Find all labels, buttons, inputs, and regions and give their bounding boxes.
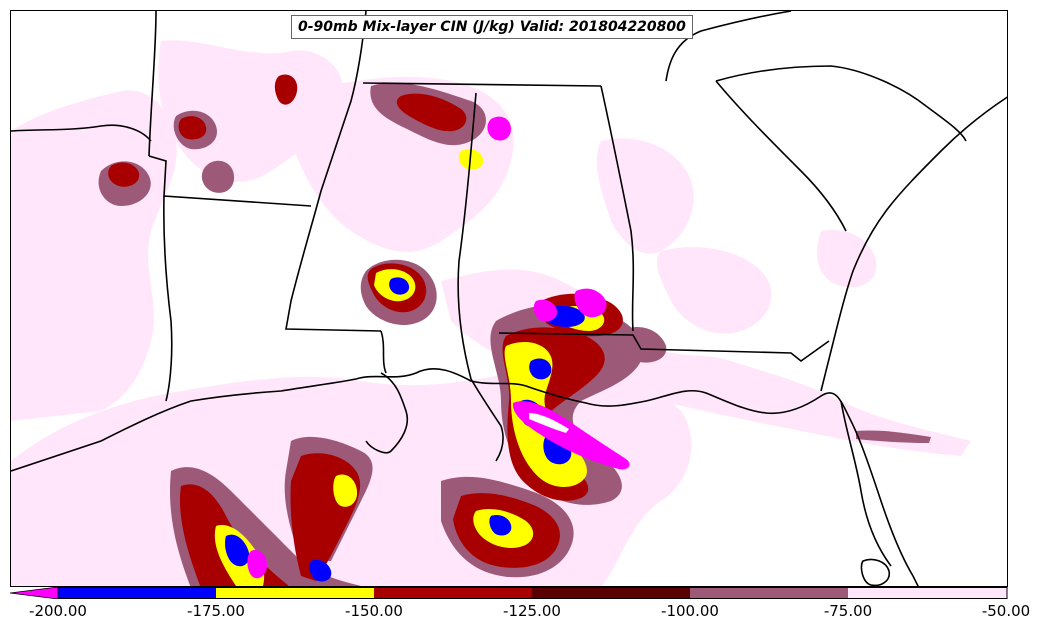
colorbar-arrow-magenta — [10, 587, 59, 599]
colorbar — [10, 587, 1008, 599]
colorbar-bin-dark-red — [532, 587, 690, 599]
colorbar-bin-yellow — [216, 587, 374, 599]
map-canvas — [11, 11, 1007, 586]
map-title: 0-90mb Mix-layer CIN (J/kg) Valid: 20180… — [291, 15, 693, 39]
colorbar-label: -50.00 — [981, 602, 1031, 620]
colorbar-label: -100.00 — [661, 602, 719, 620]
colorbar-bin-blue — [58, 587, 216, 599]
colorbar-label: -125.00 — [503, 602, 561, 620]
state-boundaries — [11, 11, 1007, 586]
colorbar-label: -175.00 — [187, 602, 245, 620]
colorbar-bin-pale-pink — [848, 587, 1007, 599]
colorbar-label: -75.00 — [823, 602, 873, 620]
colorbar-label: -200.00 — [29, 602, 87, 620]
colorbar-outline — [57, 587, 1008, 599]
map-panel — [10, 10, 1008, 587]
colorbar-bin-mauve — [690, 587, 848, 599]
cin-contours-magenta — [247, 116, 630, 579]
colorbar-bin-red — [374, 587, 532, 599]
colorbar-labels: -200.00 -175.00 -150.00 -125.00 -100.00 … — [0, 602, 1044, 626]
colorbar-label: -150.00 — [345, 602, 403, 620]
